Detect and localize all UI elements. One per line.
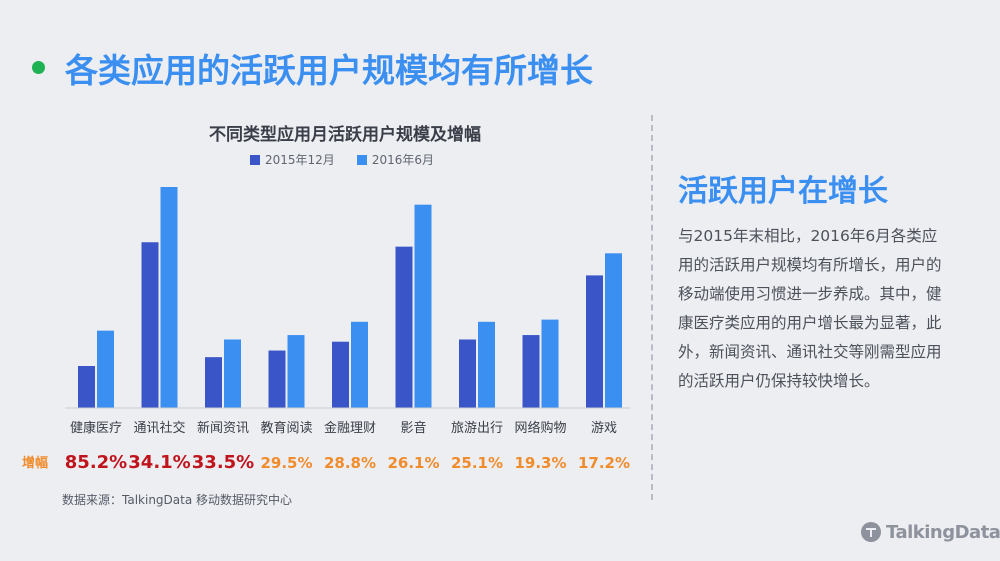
bar-2016-6 [478, 321, 495, 408]
category-label: 游戏 [591, 421, 617, 436]
legend-label: 2015年12月 [265, 153, 335, 167]
category-label: 网络购物 [514, 420, 566, 436]
logo-text: TalkingData [886, 521, 1000, 543]
growth-value: 19.3% [514, 454, 566, 472]
category-label: 通讯社交 [133, 420, 185, 436]
bar-2016-0 [97, 330, 114, 408]
bar-2016-4 [351, 321, 368, 408]
legend-swatch [356, 154, 367, 165]
chart-title: 不同类型应用月活跃用户规模及增幅 [209, 125, 481, 145]
bar-2015-7 [522, 335, 540, 408]
legend-label: 2016年6月 [371, 153, 434, 167]
growth-value: 29.5% [260, 454, 312, 472]
bar-2016-7 [541, 319, 559, 408]
bar-2015-8 [586, 275, 603, 408]
growth-value: 34.1% [128, 452, 190, 473]
category-label: 健康医疗 [70, 420, 122, 436]
bullet-dot [32, 61, 45, 74]
category-label: 教育阅读 [260, 420, 312, 436]
bar-2015-0 [78, 366, 95, 408]
bar-2016-5 [414, 204, 432, 408]
chart-legend: 2015年12月 2016年6月 [250, 151, 434, 168]
category-label: 旅游出行 [451, 421, 503, 436]
bar-2016-3 [287, 335, 305, 408]
bar-2015-1 [141, 242, 159, 408]
vertical-divider [651, 115, 653, 500]
category-label: 新闻资讯 [197, 420, 249, 436]
growth-value: 26.1% [387, 454, 439, 472]
growth-value: 85.2% [65, 452, 127, 473]
side-description: 与2015年末相比，2016年6月各类应用的活跃用户规模均有所增长，用户的移动端… [678, 227, 942, 390]
growth-value: 28.8% [324, 454, 376, 472]
bar-2015-4 [332, 341, 349, 408]
legend-item-2016: 2016年6月 [356, 151, 434, 168]
bar-chart: 健康医疗 85.2% 通讯社交 34.1% 新闻资讯 33.5% 教育阅读 29.5% 金融理财… [65, 187, 630, 473]
growth-value: 33.5% [192, 452, 254, 473]
page-headline: 各类应用的活跃用户规模均有所增长 [65, 51, 593, 90]
side-title: 活跃用户在增长 [678, 174, 888, 209]
talkingdata-logo-icon [861, 522, 881, 542]
growth-value: 25.1% [451, 454, 503, 472]
bar-2015-2 [205, 357, 222, 408]
category-label: 影音 [400, 420, 426, 436]
growth-value: 17.2% [578, 454, 630, 472]
legend-item-2015: 2015年12月 [250, 151, 335, 168]
data-source: 数据来源：TalkingData 移动数据研究中心 [62, 493, 293, 507]
bar-2016-2 [224, 339, 241, 408]
bar-2015-5 [395, 246, 413, 408]
bar-2015-3 [268, 350, 286, 408]
bar-2016-1 [160, 187, 178, 408]
bar-2016-8 [605, 253, 622, 408]
legend-swatch [250, 154, 260, 165]
growth-row-label: 增幅 [22, 456, 49, 471]
bar-2015-6 [459, 339, 476, 408]
brand-logo: TalkingData [860, 521, 1000, 543]
category-label: 金融理财 [324, 420, 376, 436]
